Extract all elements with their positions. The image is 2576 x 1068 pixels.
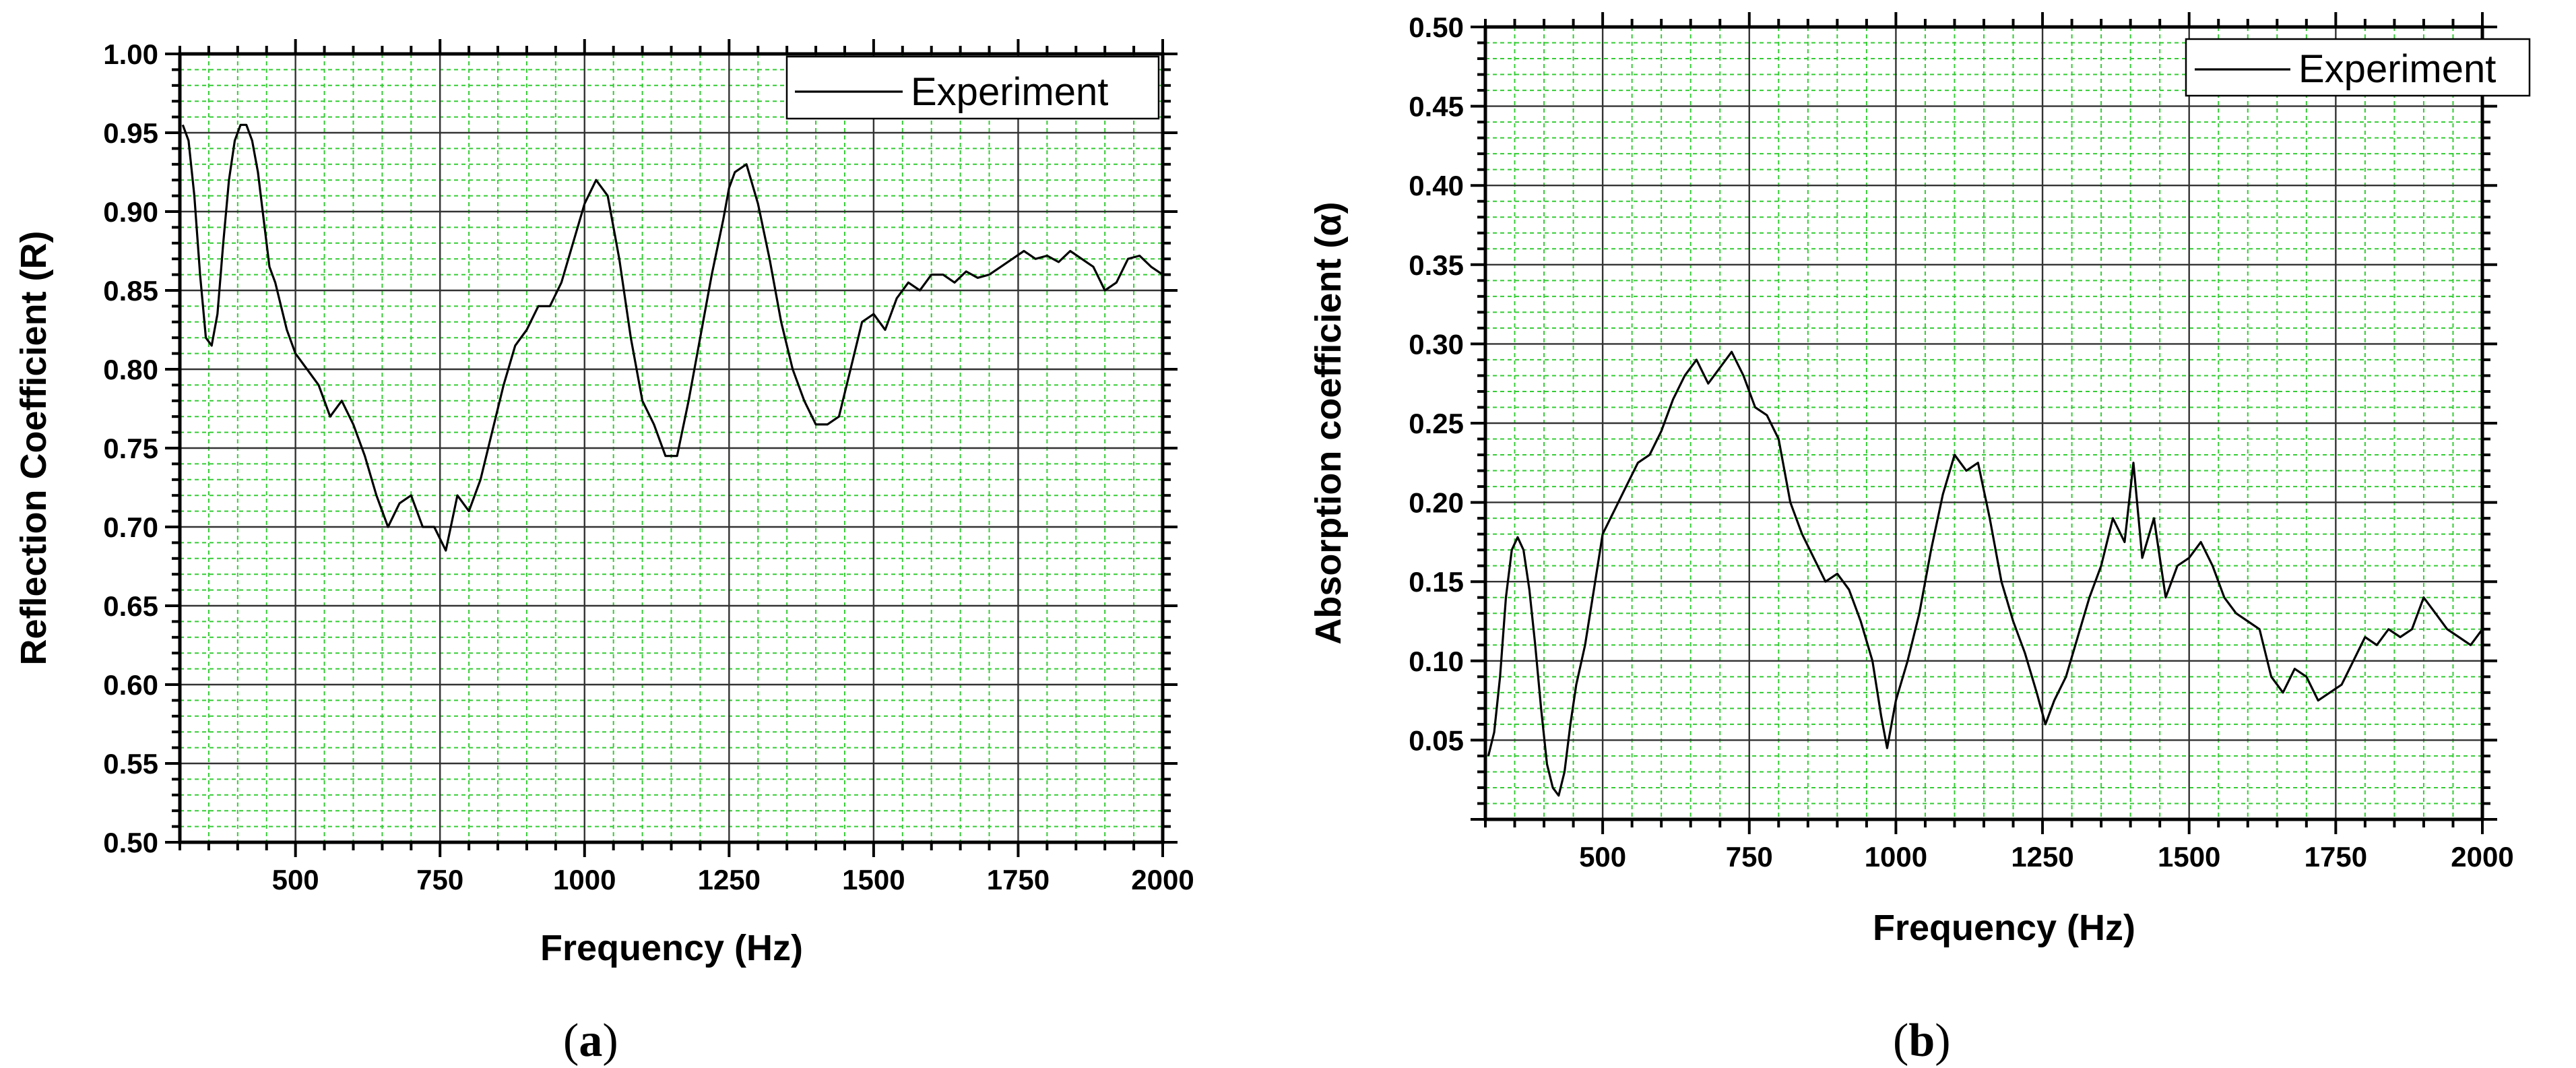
chart-b-x-tick-label: 2000 (2451, 841, 2513, 873)
chart-b-x-tick-label: 1000 (1865, 841, 1927, 873)
chart-a-y-tick-label: 1.00 (103, 38, 158, 70)
chart-b-x-tick-label: 1750 (2305, 841, 2367, 873)
chart-b-y-axis-title: Absorption coefficient (α) (1308, 201, 1349, 644)
caption-b-open: ( (1893, 1015, 1909, 1067)
chart-a-y-tick-label: 0.90 (103, 196, 158, 228)
chart-a-y-tick-labels: 0.50 0.55 0.60 0.65 0.70 0.75 0.80 0.85 0.90 0.95… (103, 38, 158, 858)
chart-b-legend: Experiment (2185, 38, 2531, 97)
chart-b-y-tick-label: 0.20 (1409, 487, 1464, 519)
caption-a-open: ( (563, 1015, 579, 1067)
chart-a-y-tick-label: 0.80 (103, 354, 158, 385)
chart-b-x-tick-labels: 500 750 1000 1250 1500 1750 2000 (1579, 841, 2514, 873)
chart-a-legend: Experiment (785, 55, 1160, 120)
chart-b-y-tick-label: 0.25 (1409, 408, 1464, 439)
chart-b-x-axis-title: Frequency (Hz) (1873, 908, 2135, 948)
chart-a-y-tick-label: 0.85 (103, 275, 158, 307)
chart-a-x-tick-label: 2000 (1131, 864, 1194, 896)
chart-b-y-tick-label: 0.50 (1409, 11, 1464, 43)
chart-b-y-tick-label: 0.05 (1409, 724, 1464, 756)
chart-a-x-tick-label: 1250 (698, 864, 761, 896)
chart-b-y-tick-label: 0.10 (1409, 646, 1464, 677)
chart-b-x-tick-label: 1500 (2158, 841, 2220, 873)
chart-a-x-axis-title: Frequency (Hz) (540, 928, 803, 968)
chart-a-y-tick-label: 0.50 (103, 827, 158, 858)
caption-b-letter: b (1908, 1015, 1935, 1067)
chart-a-y-tick-label: 0.95 (103, 117, 158, 149)
chart-b-y-tick-labels: 0.05 0.10 0.15 0.20 0.25 0.30 0.35 0.40 0.45 0.50 (1409, 11, 1464, 756)
chart-b-y-tick-label: 0.45 (1409, 91, 1464, 123)
caption-a: (a) (563, 1014, 618, 1068)
chart-a-x-tick-label: 750 (416, 864, 463, 896)
chart-b-x-tick-label: 1250 (2011, 841, 2073, 873)
chart-a-x-tick-labels: 500 750 1000 1250 1500 1750 2000 (272, 864, 1194, 896)
chart-a-series-line-experiment (181, 123, 1163, 552)
chart-a-legend-label: Experiment (911, 70, 1108, 114)
chart-b-series-line-experiment (1487, 350, 2484, 797)
chart-a-y-tick-label: 0.65 (103, 590, 158, 622)
caption-a-letter: a (579, 1015, 603, 1067)
chart-a-x-tick-label: 1500 (842, 864, 905, 896)
chart-b-y-tick-label: 0.35 (1409, 249, 1464, 281)
chart-b-legend-box (2185, 38, 2531, 97)
chart-a-x-tick-label: 1000 (553, 864, 616, 896)
chart-b-y-tick-label: 0.15 (1409, 566, 1464, 598)
chart-a-plot-frame (178, 52, 1165, 844)
chart-a-y-tick-label: 0.60 (103, 669, 158, 701)
caption-b-close: ) (1935, 1015, 1951, 1067)
chart-a-legend-box (785, 55, 1160, 120)
chart-a-x-tick-label: 500 (272, 864, 319, 896)
chart-b-plot-frame (1483, 25, 2484, 821)
chart-a-x-tick-label: 1750 (987, 864, 1050, 896)
chart-b-y-tick-label: 0.30 (1409, 328, 1464, 360)
caption-b: (b) (1893, 1014, 1951, 1068)
chart-b-x-tick-label: 500 (1579, 841, 1626, 873)
chart-a-y-tick-label: 0.75 (103, 433, 158, 464)
chart-b-x-tick-label: 750 (1726, 841, 1773, 873)
chart-a: 500 750 1000 1250 1500 1750 2000 0.500.550.600… (13, 38, 1194, 968)
chart-b-legend-label: Experiment (2298, 47, 2496, 91)
chart-b-y-tick-label: 0.40 (1409, 170, 1464, 201)
chart-a-y-axis-title: Reflection Coefficient (R) (13, 230, 54, 665)
chart-a-y-tick-label: 0.70 (103, 511, 158, 543)
chart-a-y-tick-label: 0.55 (103, 748, 158, 780)
caption-a-close: ) (602, 1015, 618, 1067)
chart-b: 500 750 1000 1250 1500 1750 2000 0.050.100.150… (1308, 11, 2531, 948)
